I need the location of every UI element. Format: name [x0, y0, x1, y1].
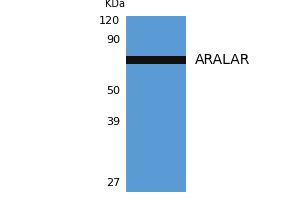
Text: KDa: KDa: [104, 0, 124, 9]
Bar: [126, 16, 186, 192]
Bar: [126, 56, 186, 64]
Text: 27: 27: [106, 178, 120, 188]
Text: 39: 39: [106, 117, 120, 127]
Text: ARALAR: ARALAR: [195, 53, 250, 67]
Text: 90: 90: [106, 35, 120, 45]
Text: 120: 120: [99, 16, 120, 26]
Text: 50: 50: [106, 86, 120, 96]
